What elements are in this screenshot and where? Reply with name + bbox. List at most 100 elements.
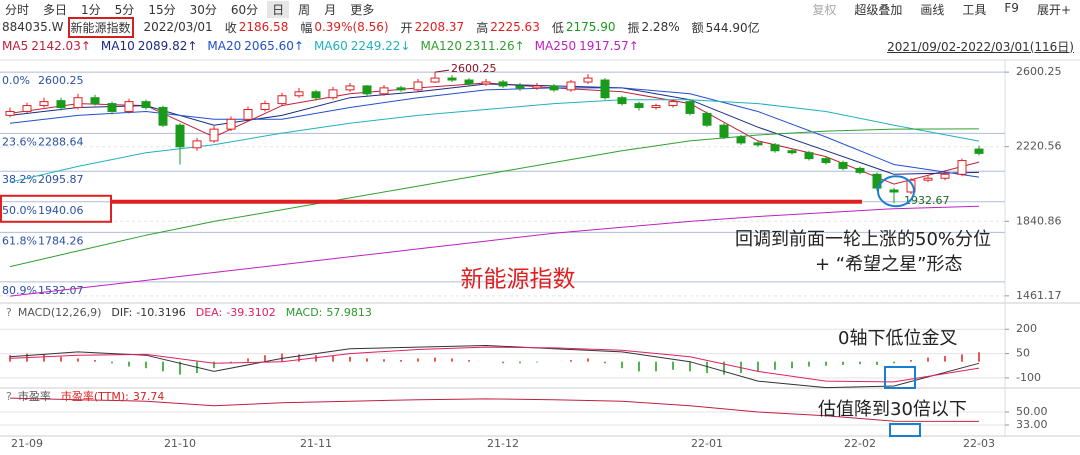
tab[interactable]: 60分 <box>230 2 259 17</box>
candle-body <box>532 85 542 89</box>
date-range: 2021/09/02-2022/03/01(116日) <box>887 39 1074 54</box>
tab[interactable]: 5分 <box>114 2 135 17</box>
y-tick-label: -100 <box>1016 371 1041 384</box>
annotation: 估值降到30倍以下 <box>818 399 967 420</box>
tab[interactable]: 15分 <box>148 2 176 17</box>
panel-header: ? 市盈率 市盈率(TTM): 37.74 <box>6 389 164 403</box>
quote-value: 2208.37 <box>414 20 465 34</box>
candle-body <box>498 81 508 87</box>
panel-header: ? MACD(12,26,9) DIF: -10.3196 DEA: -39.3102 MA… <box>6 306 372 319</box>
legend-value: 2065.60↑ <box>244 39 304 53</box>
annotation: + “希望之星”形态 <box>815 254 962 275</box>
candle-body <box>481 81 491 85</box>
tools: 复权 超级叠加 画线 工具 F9 展开+ <box>803 1 1080 18</box>
quote-label: 低 <box>551 20 564 35</box>
tab[interactable]: 1分 <box>81 2 101 17</box>
candle-body <box>889 189 899 193</box>
highlight-ellipse <box>877 175 915 208</box>
tool-button[interactable]: 画线 <box>920 2 945 17</box>
y-tick-label: 2220.56 <box>1016 140 1062 153</box>
readout-label: DIF: <box>111 306 132 319</box>
quote-label: 高 <box>476 20 489 35</box>
quote-value: 2.28% <box>641 20 680 34</box>
readout-value: -39.3102 <box>226 306 275 319</box>
legend-name: MA10 <box>100 39 135 53</box>
annotation: 回调到前面一轮上涨的50%分位 <box>735 229 991 250</box>
quote-row: 884035.W 新能源指数 2022/03/01 收 2186.58 幅 0.39%(8.… <box>0 16 1080 38</box>
candle-body <box>379 87 389 95</box>
series-line <box>9 99 980 183</box>
fib-value: 2600.25 <box>38 74 84 87</box>
tab[interactable]: 分时 <box>5 2 30 17</box>
index-name: 新能源指数 <box>67 16 134 38</box>
candle-body <box>141 101 151 109</box>
candle-body <box>90 97 100 105</box>
candle-body <box>396 87 406 91</box>
readout-label: MACD: <box>286 306 323 319</box>
quote-label: 开 <box>400 20 413 35</box>
tool-button[interactable]: 复权 <box>812 2 837 17</box>
tab[interactable]: 日 <box>267 0 290 18</box>
candle-body <box>736 136 746 144</box>
fib-label: 0.0% <box>2 74 30 87</box>
y-tick-label: 200 <box>1016 322 1037 335</box>
candle-body <box>617 97 627 105</box>
tool-button[interactable]: 超级叠加 <box>854 2 903 17</box>
tab[interactable]: 30分 <box>189 2 217 17</box>
tool-button[interactable]: 工具 <box>962 2 987 17</box>
candle-body <box>464 79 474 85</box>
x-tick-label: 21-10 <box>164 437 196 450</box>
legend-name: MA250 <box>534 39 577 53</box>
candle-body <box>957 160 967 175</box>
tool-button[interactable]: 展开+ <box>1036 2 1071 17</box>
candle-body <box>175 124 185 148</box>
quote-value: 2175.90 <box>565 20 616 34</box>
candle-body <box>362 85 372 95</box>
x-tick-label: 22-02 <box>844 437 876 450</box>
series-line <box>9 205 980 297</box>
candle-body <box>5 110 15 116</box>
tool-button[interactable]: F9 <box>1004 0 1019 15</box>
x-tick-label: 21-11 <box>300 437 332 450</box>
series-line <box>9 344 980 389</box>
panel-title: MACD(12,26,9) <box>18 306 102 319</box>
tab[interactable]: 多日 <box>43 2 68 17</box>
series-line <box>9 346 980 383</box>
readout-value: -10.3196 <box>136 306 185 319</box>
panel-title: 市盈率 <box>18 389 51 403</box>
high-label: 2600.25 <box>451 62 497 75</box>
candle-body <box>515 85 525 89</box>
candle-body <box>328 89 338 99</box>
legend-name: MA20 <box>207 39 242 53</box>
candle-body <box>311 91 321 99</box>
candle-body <box>447 77 457 81</box>
quote-label: 振 <box>627 20 640 35</box>
candle-body <box>668 101 678 107</box>
tab[interactable]: 周 <box>298 2 311 17</box>
y-tick-label: 1461.17 <box>1016 289 1062 302</box>
candle-body <box>770 144 780 152</box>
quote-value: 544.90亿 <box>705 20 760 35</box>
y-tick-label: 50 <box>1016 347 1030 360</box>
readout-value: 37.74 <box>133 390 165 403</box>
date: 2022/03/01 <box>143 20 213 34</box>
candle-body <box>158 107 168 126</box>
x-tick-label: 21-09 <box>11 437 43 450</box>
candle-body <box>923 177 933 181</box>
candle-body <box>192 140 202 149</box>
tab[interactable]: 更多 <box>350 2 375 17</box>
candle-body <box>549 85 559 91</box>
chart-title: 新能源指数 <box>461 267 576 293</box>
candle-body <box>872 173 882 189</box>
candle-body <box>685 101 695 114</box>
candle-body <box>719 124 729 138</box>
series-line <box>9 83 980 175</box>
candle-body <box>73 97 83 109</box>
tab[interactable]: 月 <box>324 2 337 17</box>
candle-body <box>804 152 814 160</box>
legend-value: 2311.26↑ <box>464 39 525 53</box>
readout-label: 市盈率(TTM): <box>61 389 129 403</box>
fib-label: 61.8% <box>2 234 37 247</box>
candle-body <box>651 105 661 109</box>
